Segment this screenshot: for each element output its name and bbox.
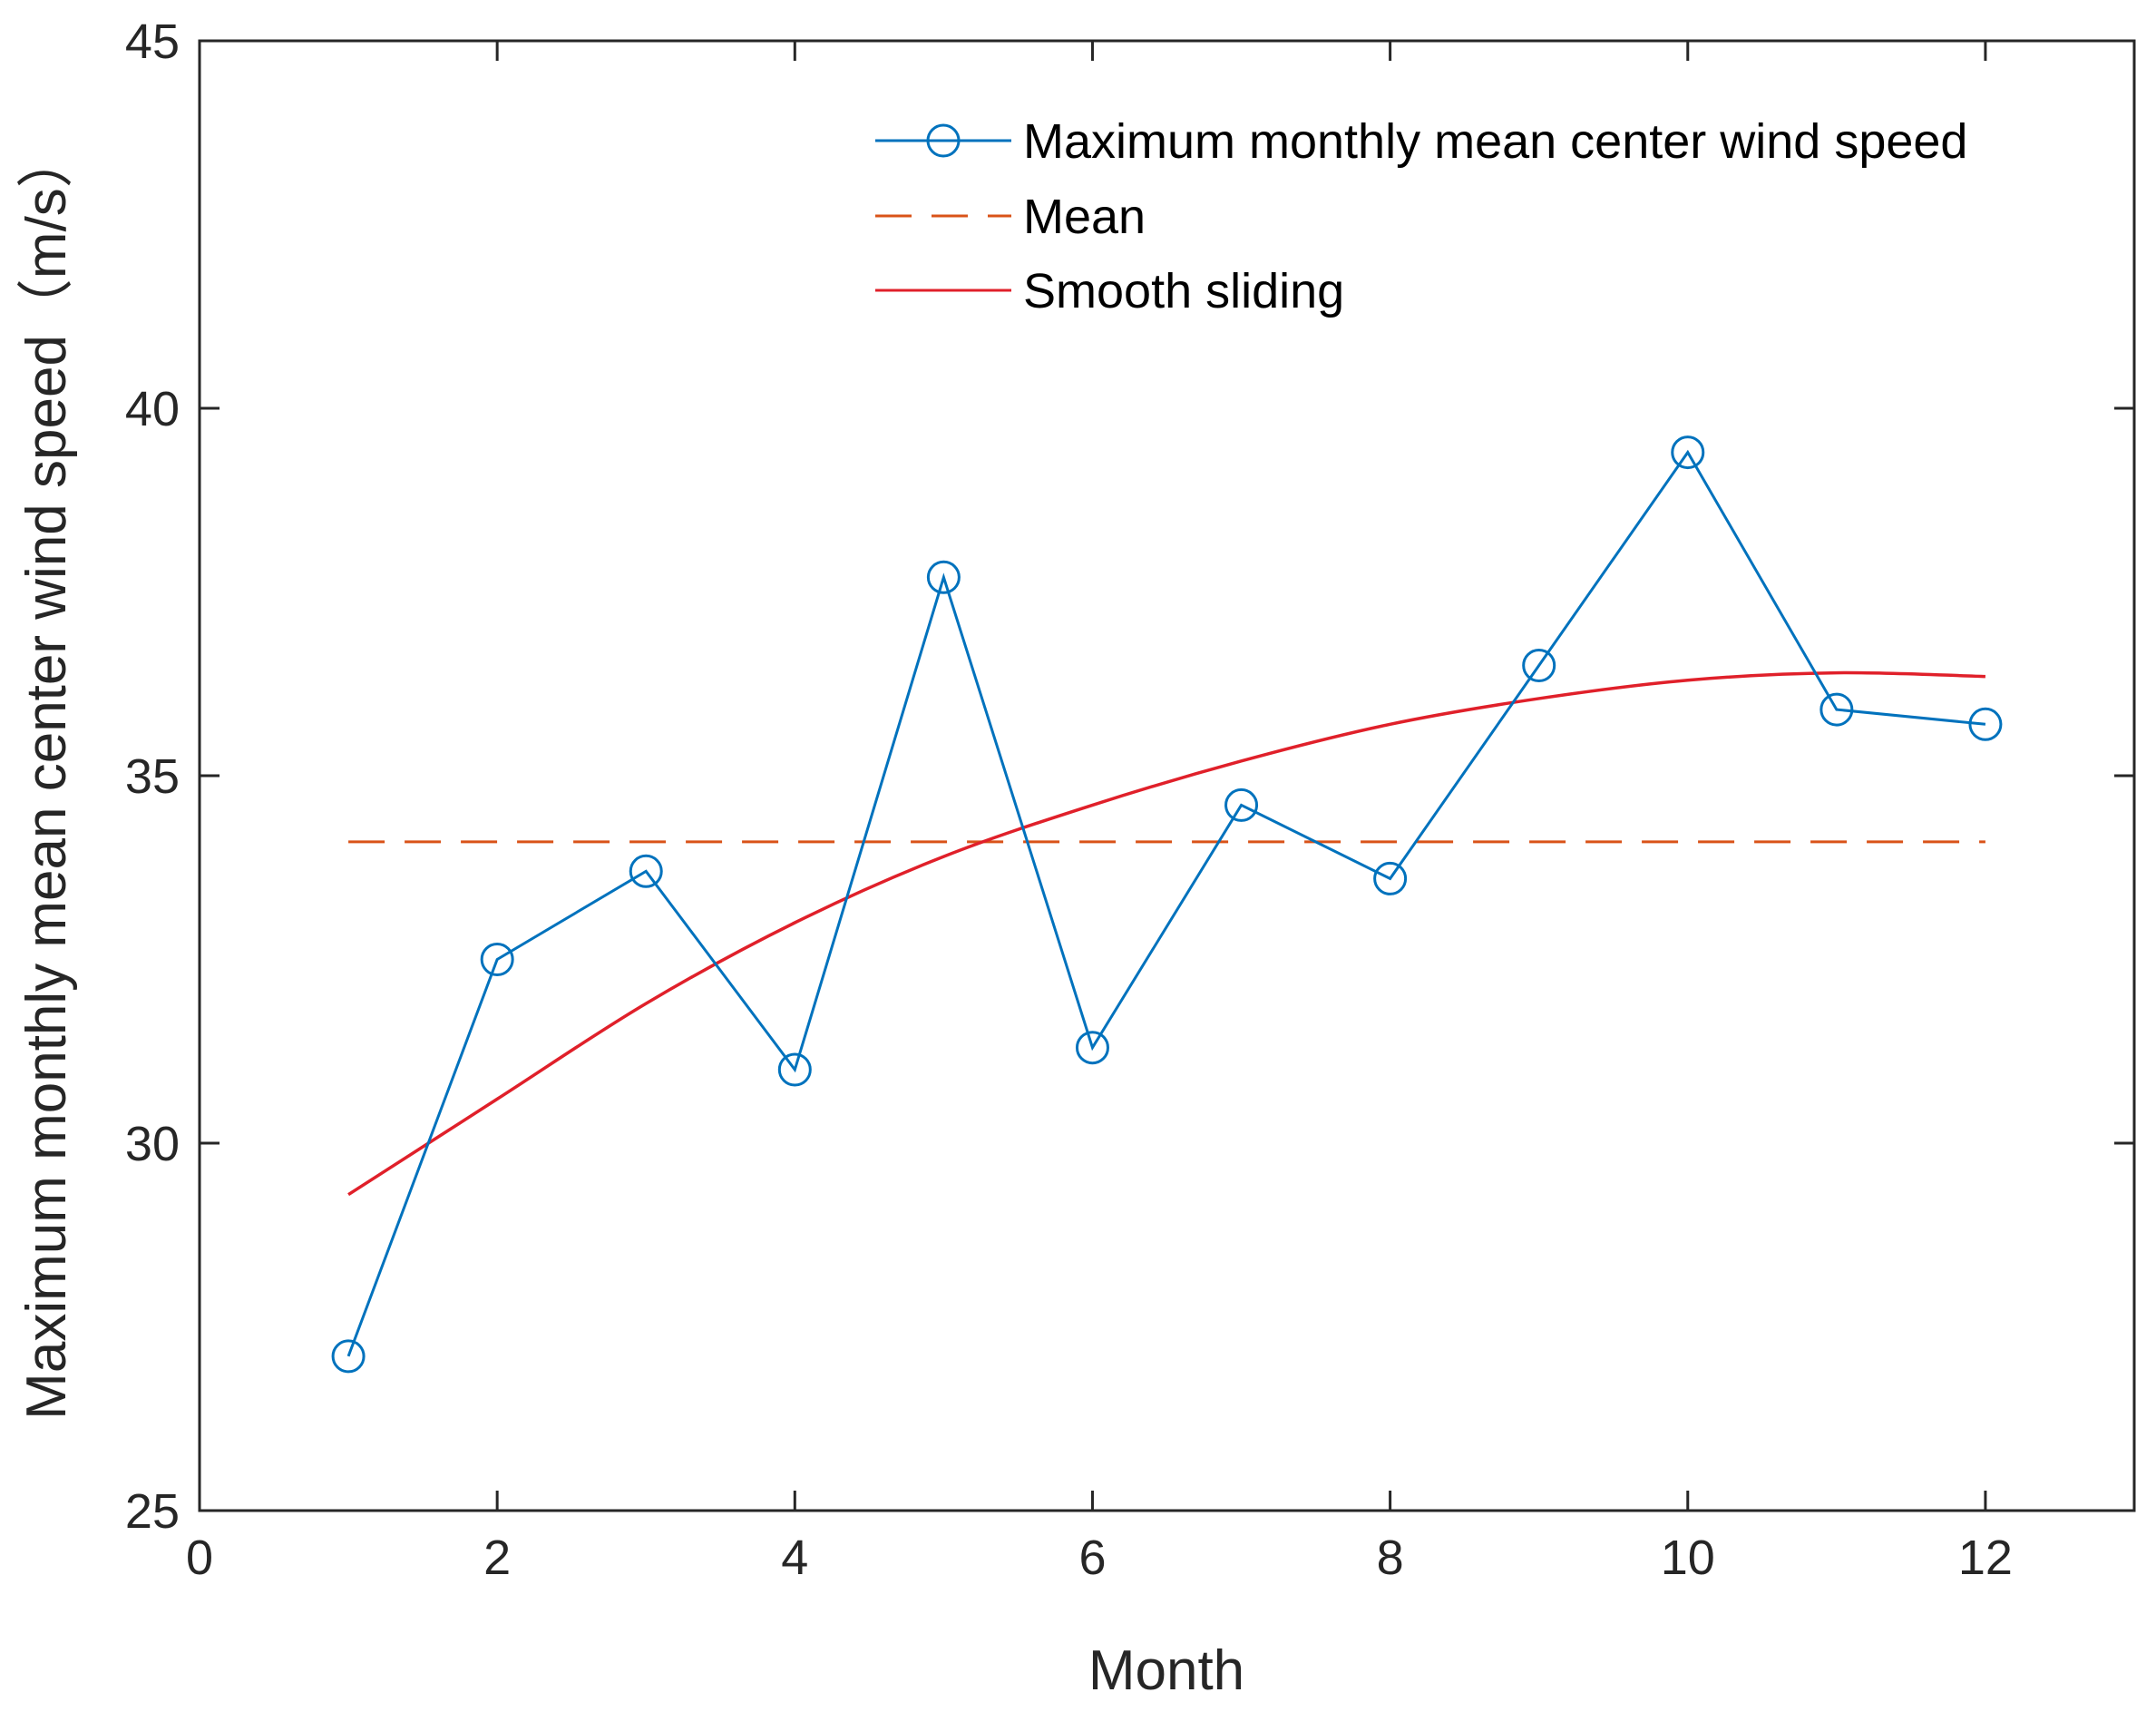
y-tick-label: 30 [125,1117,180,1171]
x-tick-label: 2 [483,1531,511,1585]
max-wind-speed-point [926,560,961,594]
plot-area [198,39,2136,1512]
max-wind-speed-point [1522,649,1556,682]
legend-label-maximum: Maximum monthly mean center wind speed [1023,114,1967,169]
smooth-sliding-line [347,670,1985,1197]
max-wind-speed-line [346,449,1986,1357]
y-tick-label: 35 [125,749,180,804]
x-tick-label: 12 [1958,1531,2013,1585]
legend: Maximum monthly mean center wind speed M… [875,114,1967,318]
axis-ticks [198,39,2134,1512]
x-tick-label: 8 [1377,1531,1404,1585]
max-wind-speed-point [1075,1031,1109,1065]
max-wind-speed-point [1224,788,1259,822]
max-wind-speed-point [1373,861,1408,895]
x-tick-label: 6 [1078,1531,1106,1585]
x-tick-label: 4 [781,1531,808,1585]
x-tick-labels: 0 2 4 6 8 10 12 [186,1531,2013,1585]
legend-label-smooth: Smooth sliding [1023,264,1344,318]
x-tick-label: 0 [186,1531,213,1585]
x-axis-title: Month [1088,1639,1244,1702]
x-tick-label: 10 [1661,1531,1715,1585]
max-wind-speed-point [777,1052,812,1087]
max-wind-speed-point [1968,707,2003,741]
y-tick-label: 25 [125,1484,180,1539]
y-tick-labels: 25 30 35 40 45 [125,15,180,1539]
max-wind-speed-point [1819,692,1854,727]
y-axis-title: Maximum monthly mean center wind speed（m… [15,132,78,1420]
y-tick-label: 45 [125,15,180,69]
series-layer [331,435,2003,1374]
legend-label-mean: Mean [1023,190,1146,244]
max-wind-speed-point [480,943,514,976]
max-wind-speed-point [331,1339,366,1374]
max-wind-speed-point [629,854,663,888]
max-wind-speed-point [1671,435,1705,470]
y-tick-label: 40 [125,382,180,436]
legend-marker-maximum [926,123,961,158]
